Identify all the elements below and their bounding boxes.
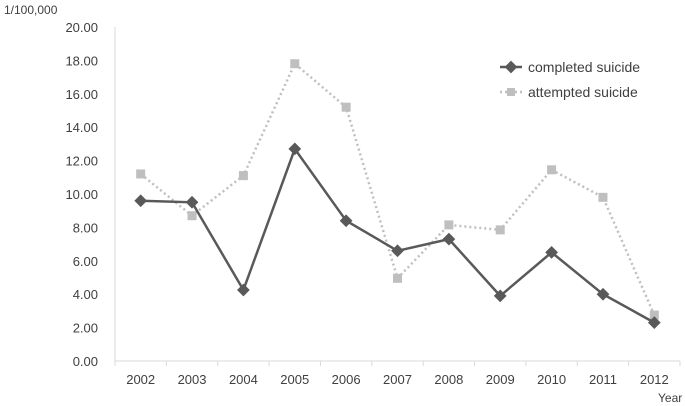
data-point-completed-suicide [391,244,404,258]
legend: completed suicide attempted suicide [500,59,640,100]
y-tick-label: 10.00 [65,187,98,202]
x-tick-label: 2011 [589,372,617,387]
y-tick-label: 18.00 [65,53,98,68]
x-tick-label: 2008 [434,372,463,387]
x-axis-ticks: 2002 2003 2004 2005 2006 2007 2008 2009 2010 2011… [126,372,669,387]
x-tick-label: 2009 [486,372,515,387]
y-axis-ticks: 0.00 2.00 4.00 6.00 8.00 10.00 12.00 14.00 16.00… [65,20,98,369]
legend-marker-completed-suicide [504,60,518,74]
x-tick-label: 2003 [178,372,207,387]
data-point-attempted-suicide [290,59,300,69]
x-tick-label: 2012 [640,372,669,387]
data-point-attempted-suicide [238,171,248,181]
data-point-completed-suicide [185,195,199,209]
x-tick-label: 2002 [126,372,155,387]
legend-label-completed-suicide: completed suicide [528,59,640,75]
y-tick-label: 12.00 [65,154,98,169]
y-tick-label: 20.00 [65,20,98,35]
x-tick-label: 2005 [280,372,309,387]
series-line-completed-suicide [140,146,655,324]
data-point-attempted-suicide [495,225,505,235]
y-tick-label: 8.00 [73,220,98,235]
x-tick-label: 2010 [537,372,566,387]
legend-marker-attempted-suicide [507,88,515,96]
y-tick-label: 6.00 [73,254,98,269]
data-point-completed-suicide [442,232,456,246]
y-tick-label: 14.00 [65,120,98,135]
y-tick-label: 4.00 [73,287,98,302]
data-point-attempted-suicide [136,169,146,179]
data-point-attempted-suicide [393,273,402,283]
x-axis-label: Year [658,391,682,405]
y-tick-label: 2.00 [73,321,98,336]
data-point-attempted-suicide [187,211,197,221]
data-point-attempted-suicide [444,220,454,230]
x-tick-label: 2007 [383,372,412,387]
data-point-completed-suicide [339,214,353,228]
data-point-attempted-suicide [598,192,608,202]
data-point-completed-suicide [134,194,148,208]
data-point-completed-suicide [237,283,250,297]
y-tick-label: 16.00 [65,87,98,102]
data-point-completed-suicide [288,142,302,156]
x-tick-label: 2004 [229,372,258,387]
x-tick-label: 2006 [332,372,361,387]
data-point-completed-suicide [493,289,507,303]
y-axis-label: 1/100,000 [4,3,58,17]
data-point-attempted-suicide [341,102,351,112]
chart-axes [114,27,681,366]
y-tick-label: 0.00 [73,354,98,369]
series-group [134,59,661,329]
data-point-attempted-suicide [547,165,557,175]
data-point-attempted-suicide [649,310,659,320]
legend-label-attempted-suicide: attempted suicide [528,84,638,100]
